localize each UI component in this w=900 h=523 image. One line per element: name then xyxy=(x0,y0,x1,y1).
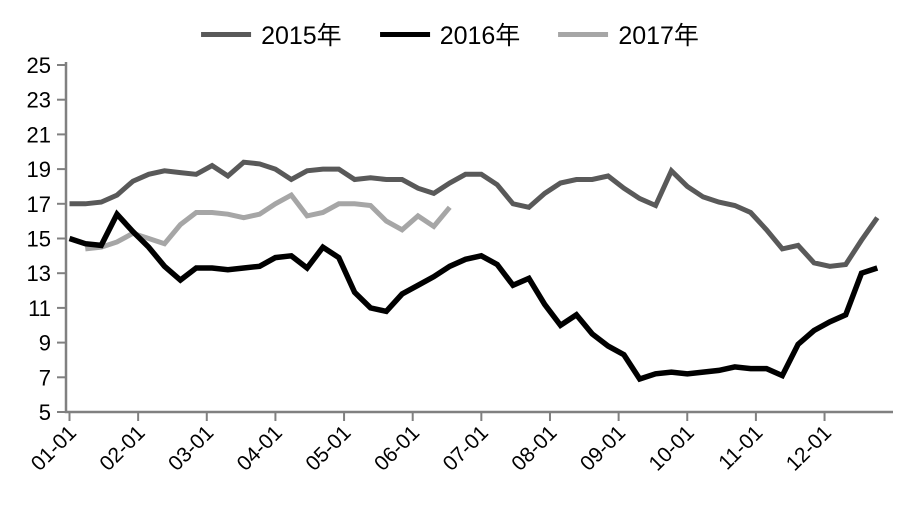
legend-label-2017: 2017年 xyxy=(618,22,699,50)
legend-line-swatch-2015 xyxy=(201,31,252,37)
legend-line-swatch-2017 xyxy=(558,31,609,37)
y-tick-label: 23 xyxy=(27,88,51,113)
axis-lines xyxy=(64,62,893,414)
y-tick-label: 5 xyxy=(39,400,51,425)
legend-item-2017: 2017年 xyxy=(558,16,699,52)
x-tick-label: 04-01 xyxy=(233,421,287,475)
x-tick-label: 09-01 xyxy=(576,421,630,475)
legend-label-2015: 2015年 xyxy=(261,22,342,50)
series-line-2016 xyxy=(68,209,879,383)
y-tick-label: 9 xyxy=(39,331,51,356)
x-tick-label: 12-01 xyxy=(782,421,836,475)
y-tick-label: 13 xyxy=(27,261,51,286)
x-tick-label: 08-01 xyxy=(507,421,561,475)
y-tick-label: 11 xyxy=(28,296,51,321)
series-line-2017 xyxy=(85,191,452,252)
legend-item-2016: 2016年 xyxy=(379,16,521,52)
legend-item-2015: 2015年 xyxy=(201,16,342,52)
x-tick-label: 03-01 xyxy=(164,421,218,475)
series-line-2015 xyxy=(69,159,880,269)
y-tick-label: 17 xyxy=(27,192,51,217)
legend-label-2016: 2016年 xyxy=(439,22,521,50)
x-tick-label: 11-01 xyxy=(714,421,767,474)
x-tick-label: 01-01 xyxy=(27,421,81,475)
x-tick-label: 10-01 xyxy=(645,421,699,475)
series-lines xyxy=(68,159,880,383)
chart-legend: 2015年 2016年 2017年 xyxy=(201,16,699,52)
legend-line-swatch-2016 xyxy=(379,31,430,37)
y-tick-label: 19 xyxy=(27,157,51,182)
x-tick-label: 07-01 xyxy=(439,421,493,475)
x-tick-label: 05-01 xyxy=(301,421,355,475)
y-tick-label: 21 xyxy=(27,122,51,147)
y-tick-label: 25 xyxy=(27,53,51,78)
y-tick-label: 15 xyxy=(27,227,51,252)
x-tick-label: 06-01 xyxy=(370,421,424,475)
y-tick-label: 7 xyxy=(39,365,51,390)
x-tick-label: 02-01 xyxy=(95,421,149,475)
